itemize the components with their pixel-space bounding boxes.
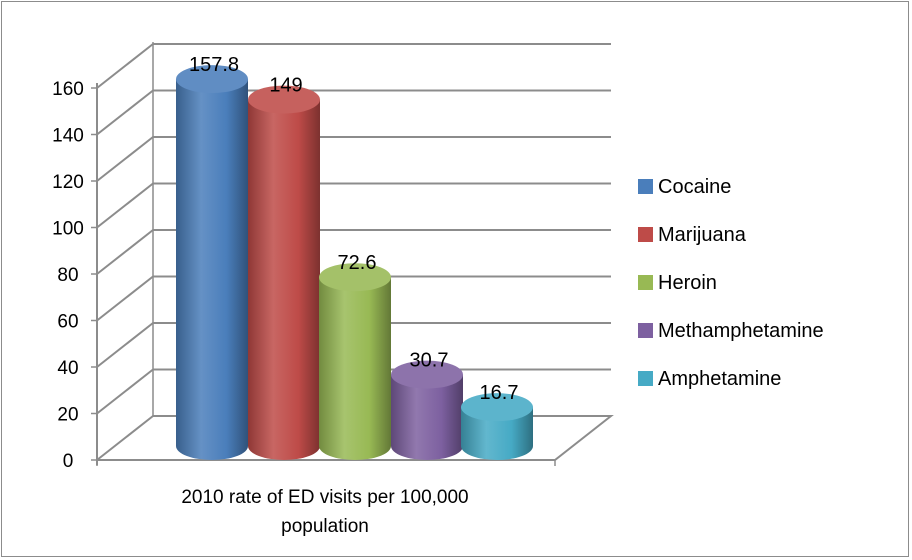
gridline-side — [96, 415, 154, 461]
category-label-line-2: population — [281, 516, 369, 537]
category-label-line-1: 2010 rate of ED visits per 100,000 — [181, 487, 468, 508]
category-label: 2010 rate of ED visits per 100,000 popul… — [181, 487, 468, 537]
gridline-side — [96, 229, 154, 275]
gridline-side — [96, 368, 154, 415]
legend-label: Methamphetamine — [658, 320, 824, 342]
y-tick-label: 160 — [52, 79, 84, 100]
bar-body — [391, 374, 463, 460]
data-labels: 157.8 149 72.6 30.7 16.7 — [189, 54, 519, 404]
data-label-amphetamine: 16.7 — [480, 382, 519, 404]
bar-cocaine — [176, 65, 248, 461]
bar-top — [248, 85, 320, 114]
gridline-side — [96, 275, 154, 322]
y-tick-label: 20 — [57, 405, 78, 426]
legend: Cocaine Marijuana Heroin Methamphetamine Amp… — [638, 176, 824, 390]
gridline-side — [96, 322, 154, 368]
bar-marijuana — [248, 85, 320, 460]
y-tick-label: 80 — [57, 265, 78, 286]
bar-top — [391, 360, 463, 389]
bar-body — [176, 79, 248, 461]
bar-methamphetamine — [391, 360, 463, 460]
legend-item-marijuana: Marijuana — [638, 224, 747, 246]
gridline-side — [96, 43, 154, 89]
legend-swatch — [638, 179, 653, 194]
legend-swatch — [638, 371, 653, 386]
data-label-cocaine: 157.8 — [189, 54, 239, 76]
axes — [91, 42, 614, 466]
legend-item-heroin: Heroin — [638, 272, 717, 294]
legend-swatch — [638, 227, 653, 242]
y-tick-label: 0 — [63, 451, 74, 472]
legend-swatch — [638, 275, 653, 290]
bar-body — [248, 99, 320, 460]
legend-item-cocaine: Cocaine — [638, 176, 731, 198]
bar-amphetamine — [461, 393, 533, 460]
legend-item-amphetamine: Amphetamine — [638, 368, 781, 390]
y-tick-labels: 0 20 40 60 80 100 120 140 160 — [52, 79, 84, 472]
legend-label: Heroin — [658, 272, 717, 294]
y-tick-label: 40 — [57, 358, 78, 379]
y-tick-label: 120 — [52, 172, 84, 193]
data-label-heroin: 72.6 — [338, 252, 377, 274]
bar-top — [176, 65, 248, 94]
gridline-side — [96, 136, 154, 182]
gridline-side — [96, 89, 154, 136]
y-tick-label: 140 — [52, 126, 84, 147]
y-tick-label: 100 — [52, 219, 84, 240]
bar-top — [319, 263, 391, 292]
legend-label: Amphetamine — [658, 368, 781, 390]
legend-swatch — [638, 323, 653, 338]
legend-label: Marijuana — [658, 224, 747, 246]
legend-item-methamphetamine: Methamphetamine — [638, 320, 824, 342]
bar-body — [461, 407, 533, 460]
bar-body — [319, 277, 391, 460]
bar-heroin — [319, 263, 391, 460]
data-label-marijuana: 149 — [269, 75, 302, 97]
y-tick-label: 60 — [57, 312, 78, 333]
data-label-methamphetamine: 30.7 — [410, 350, 449, 372]
bars — [176, 65, 533, 461]
bar-top — [461, 393, 533, 422]
gridline-side — [96, 182, 154, 229]
legend-label: Cocaine — [658, 176, 731, 198]
